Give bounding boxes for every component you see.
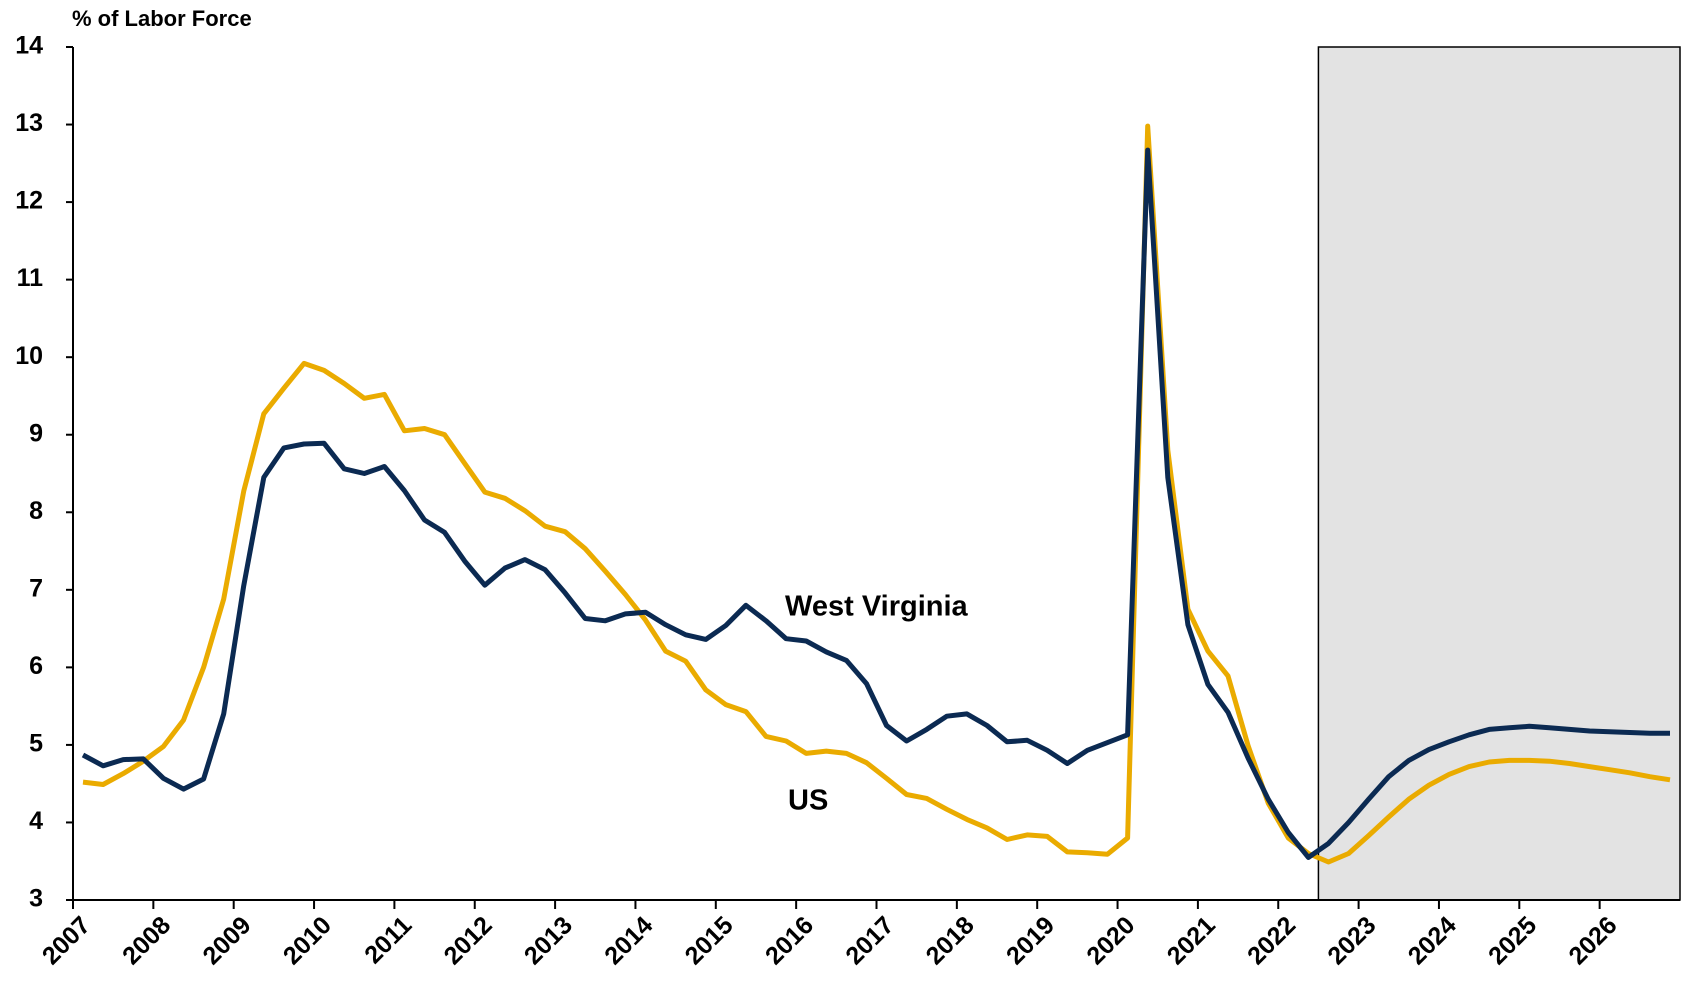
y-tick-label: 14: [15, 32, 43, 60]
x-tick-label: 2023: [1322, 911, 1381, 970]
y-tick-label: 3: [29, 885, 43, 913]
x-tick-label: 2011: [359, 911, 417, 969]
x-tick-label: 2025: [1483, 911, 1542, 970]
x-tick-label: 2026: [1563, 911, 1622, 970]
y-axis-title: % of Labor Force: [72, 6, 252, 31]
series-label: West Virginia: [785, 591, 969, 623]
y-tick-label: 5: [29, 730, 43, 758]
x-tick-label: 2015: [680, 911, 739, 970]
x-tick-label: 2012: [439, 911, 498, 970]
x-tick-label: 2007: [37, 911, 96, 970]
y-tick-label: 9: [29, 419, 43, 447]
y-tick-label: 13: [15, 109, 43, 137]
x-tick-label: 2021: [1162, 911, 1221, 970]
forecast-shading: [1317, 46, 1681, 901]
x-tick-label: 2019: [1001, 911, 1060, 970]
y-tick-label: 11: [17, 264, 44, 292]
y-tick-label: 4: [29, 807, 43, 835]
x-tick-label: 2020: [1081, 911, 1140, 970]
x-tick-label: 2010: [278, 911, 337, 970]
x-tick-label: 2009: [197, 911, 256, 970]
y-tick-label: 7: [29, 574, 43, 602]
x-tick-label: 2017: [840, 911, 899, 970]
x-tick-label: 2014: [599, 911, 658, 970]
y-tick-label: 6: [29, 652, 43, 680]
x-tick-label: 2016: [760, 911, 819, 970]
series-label: US: [788, 785, 828, 817]
series-line: [81, 147, 1670, 860]
y-tick-label: 8: [29, 497, 43, 525]
x-tick-label: 2013: [519, 911, 578, 970]
series-line: [82, 123, 1671, 865]
x-tick-label: 2008: [117, 911, 176, 970]
x-tick-label: 2018: [921, 911, 980, 970]
x-tick-label: 2024: [1403, 911, 1462, 970]
y-tick-label: 10: [15, 342, 43, 370]
x-tick-label: 2022: [1242, 911, 1301, 970]
y-tick-label: 12: [15, 187, 43, 215]
